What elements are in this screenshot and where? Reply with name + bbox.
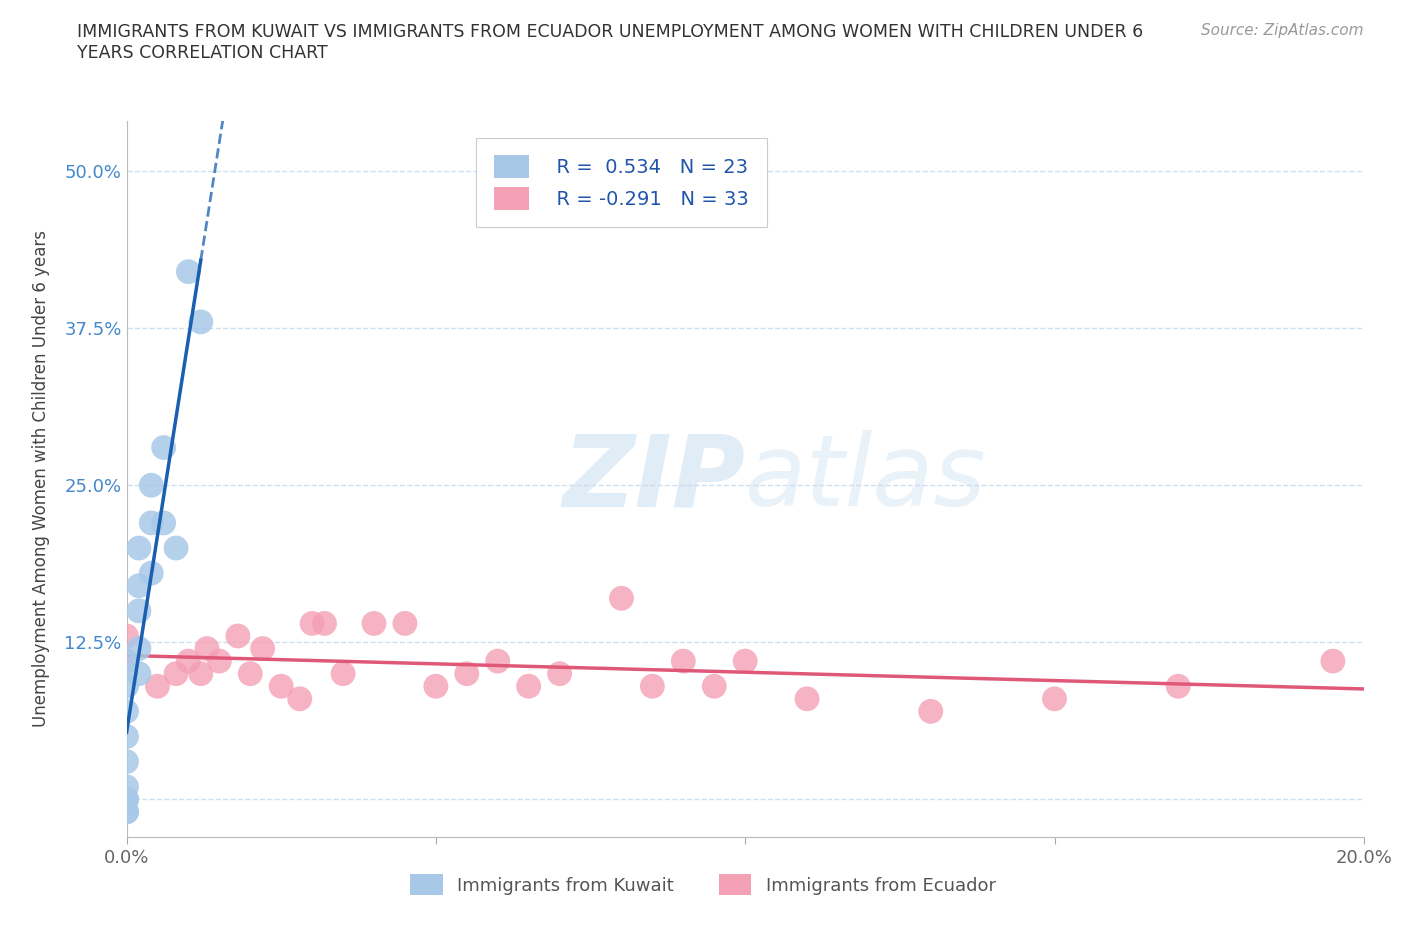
Point xyxy=(115,654,138,669)
Text: IMMIGRANTS FROM KUWAIT VS IMMIGRANTS FROM ECUADOR UNEMPLOYMENT AMONG WOMEN WITH : IMMIGRANTS FROM KUWAIT VS IMMIGRANTS FRO… xyxy=(77,23,1143,62)
Point xyxy=(165,540,187,555)
Point xyxy=(115,791,138,806)
Point xyxy=(115,679,138,694)
Point xyxy=(177,264,200,279)
Point xyxy=(288,691,311,706)
Text: Source: ZipAtlas.com: Source: ZipAtlas.com xyxy=(1201,23,1364,38)
Point xyxy=(128,540,150,555)
Point xyxy=(252,641,274,656)
Point xyxy=(152,515,174,530)
Point xyxy=(128,641,150,656)
Point xyxy=(239,666,262,681)
Point xyxy=(115,804,138,819)
Point xyxy=(190,666,212,681)
Y-axis label: Unemployment Among Women with Children Under 6 years: Unemployment Among Women with Children U… xyxy=(32,231,51,727)
Point xyxy=(128,666,150,681)
Point xyxy=(115,791,138,806)
Point xyxy=(363,616,385,631)
Point xyxy=(734,654,756,669)
Point xyxy=(115,729,138,744)
Point xyxy=(177,654,200,669)
Point xyxy=(1167,679,1189,694)
Point xyxy=(270,679,292,694)
Point xyxy=(115,804,138,819)
Point xyxy=(115,779,138,794)
Point xyxy=(115,629,138,644)
Point xyxy=(672,654,695,669)
Point xyxy=(1043,691,1066,706)
Point xyxy=(394,616,416,631)
Point xyxy=(190,314,212,329)
Point xyxy=(115,754,138,769)
Point xyxy=(195,641,218,656)
Point xyxy=(226,629,249,644)
Point xyxy=(314,616,336,631)
Point xyxy=(141,515,163,530)
Point xyxy=(641,679,664,694)
Point xyxy=(128,578,150,593)
Text: ZIP: ZIP xyxy=(562,431,745,527)
Text: atlas: atlas xyxy=(745,431,987,527)
Point xyxy=(332,666,354,681)
Point xyxy=(146,679,169,694)
Legend:   R =  0.534   N = 23,   R = -0.291   N = 33: R = 0.534 N = 23, R = -0.291 N = 33 xyxy=(477,138,766,228)
Point xyxy=(165,666,187,681)
Point xyxy=(920,704,942,719)
Point xyxy=(128,604,150,618)
Point xyxy=(141,478,163,493)
Point xyxy=(796,691,818,706)
Point xyxy=(517,679,540,694)
Point xyxy=(548,666,571,681)
Point xyxy=(208,654,231,669)
Point xyxy=(456,666,478,681)
Point xyxy=(703,679,725,694)
Point xyxy=(141,565,163,580)
Legend: Immigrants from Kuwait, Immigrants from Ecuador: Immigrants from Kuwait, Immigrants from … xyxy=(404,867,1002,902)
Point xyxy=(425,679,447,694)
Point xyxy=(115,704,138,719)
Point xyxy=(301,616,323,631)
Point xyxy=(486,654,509,669)
Point xyxy=(152,440,174,455)
Point xyxy=(115,654,138,669)
Point xyxy=(610,591,633,605)
Point xyxy=(1322,654,1344,669)
